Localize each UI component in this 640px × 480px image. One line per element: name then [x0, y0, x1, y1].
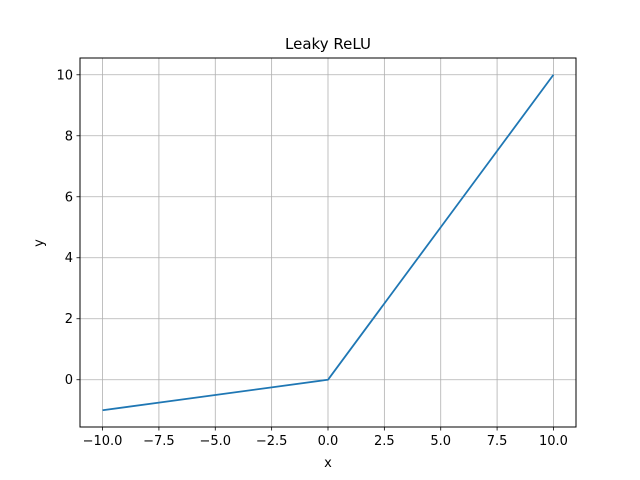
x-tick-label: −5.0 [199, 434, 231, 449]
y-tick-label: 4 [65, 251, 73, 266]
y-axis: 0 2 4 6 8 10 [56, 68, 80, 388]
x-tick-label: 2.5 [374, 434, 395, 449]
grid [80, 58, 576, 427]
x-tick-label: 5.0 [430, 434, 451, 449]
series-layer [102, 74, 555, 412]
x-tick-label: −7.5 [143, 434, 175, 449]
y-tick-label: 8 [65, 129, 73, 144]
x-tick-label: −2.5 [256, 434, 288, 449]
y-tick-label: 0 [65, 373, 73, 388]
series-line [102, 74, 555, 412]
y-tick-label: 2 [65, 312, 73, 327]
y-tick-label: 6 [65, 190, 73, 205]
y-tick-label: 10 [56, 68, 73, 83]
x-tick-label: 7.5 [487, 434, 508, 449]
y-axis-label: y [32, 239, 47, 247]
chart-title: Leaky ReLU [285, 35, 371, 53]
x-axis: −10.0 −7.5 −5.0 −2.5 0.0 2.5 5.0 7.5 10.0 [83, 427, 568, 449]
x-tick-label: −10.0 [83, 434, 123, 449]
x-tick-label: 10.0 [539, 434, 568, 449]
x-axis-label: x [324, 456, 332, 471]
x-tick-label: 0.0 [318, 434, 339, 449]
